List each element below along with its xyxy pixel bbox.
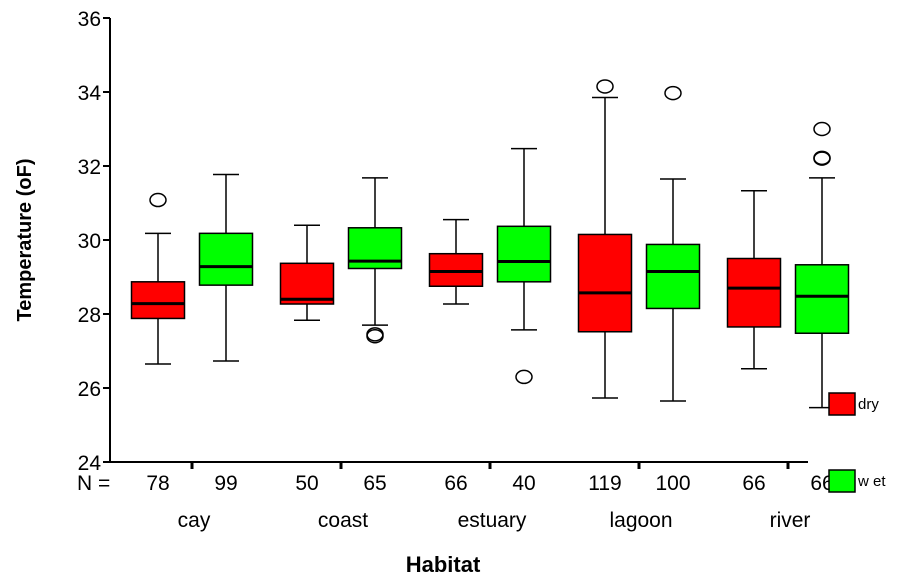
- y-tick-label: 28: [78, 304, 101, 327]
- n-prefix-label: N =: [77, 472, 110, 495]
- box-iqr: [645, 243, 701, 310]
- category-label: estuary: [458, 509, 527, 532]
- outlier-point: [813, 121, 831, 137]
- box-wet-lagoon: [645, 85, 701, 402]
- legend: dry w et: [828, 392, 886, 493]
- category-label: coast: [318, 509, 368, 532]
- x-axis-title: Habitat: [406, 552, 481, 577]
- legend-swatch-1: [828, 469, 856, 493]
- legend-swatch-0: [828, 392, 856, 416]
- outlier-point: [366, 328, 384, 344]
- box-wet-estuary: [496, 147, 552, 385]
- y-tick-label: 24: [78, 452, 102, 475]
- y-tick-label: 34: [78, 82, 102, 105]
- box-dry-river: [726, 190, 782, 370]
- category-label: river: [770, 509, 811, 532]
- boxes: [130, 79, 850, 409]
- box-iqr: [794, 264, 850, 334]
- category-labels: cay coast estuary lagoon river: [178, 509, 811, 532]
- outlier-point: [813, 151, 831, 166]
- n-count-label: 65: [363, 472, 386, 495]
- box-iqr: [726, 257, 782, 328]
- y-ticks: 24 26 28 30 32 34 36: [78, 8, 110, 475]
- outlier-point: [664, 85, 682, 101]
- legend-label-1: w et: [857, 473, 886, 490]
- box-dry-coast: [279, 224, 335, 322]
- box-iqr: [130, 281, 186, 320]
- box-wet-coast: [347, 177, 403, 344]
- box-wet-cay: [198, 173, 254, 362]
- x-ticks: [190, 462, 790, 469]
- y-tick-label: 30: [78, 230, 101, 253]
- n-count-label: 119: [588, 472, 621, 495]
- box-dry-estuary: [428, 218, 484, 305]
- n-count-label: 40: [512, 472, 535, 495]
- n-labels: N = 78 50 66 119 66 99 65 40 100 66: [77, 472, 834, 495]
- outlier-point: [149, 192, 167, 208]
- y-tick-label: 36: [78, 8, 101, 31]
- category-label: lagoon: [609, 509, 672, 532]
- category-label: cay: [178, 509, 211, 532]
- box-iqr: [496, 225, 552, 283]
- y-axis-title: Temperature (oF): [14, 159, 36, 322]
- box-iqr: [577, 233, 633, 333]
- outlier-point: [596, 79, 614, 94]
- box-dry-lagoon: [577, 79, 633, 399]
- box-iqr: [279, 262, 335, 305]
- n-count-label: 78: [146, 472, 169, 495]
- box-wet-river: [794, 121, 850, 409]
- legend-label-0: dry: [858, 396, 879, 413]
- y-tick-label: 32: [78, 156, 101, 179]
- box-dry-cay: [130, 192, 186, 365]
- outlier-point: [515, 369, 533, 385]
- y-tick-label: 26: [78, 378, 101, 401]
- n-count-label: 100: [655, 472, 690, 495]
- n-count-label: 66: [810, 472, 833, 495]
- n-count-label: 66: [742, 472, 765, 495]
- n-count-label: 66: [444, 472, 467, 495]
- n-count-label: 50: [295, 472, 318, 495]
- box-iqr: [198, 232, 254, 286]
- n-count-label: 99: [214, 472, 237, 495]
